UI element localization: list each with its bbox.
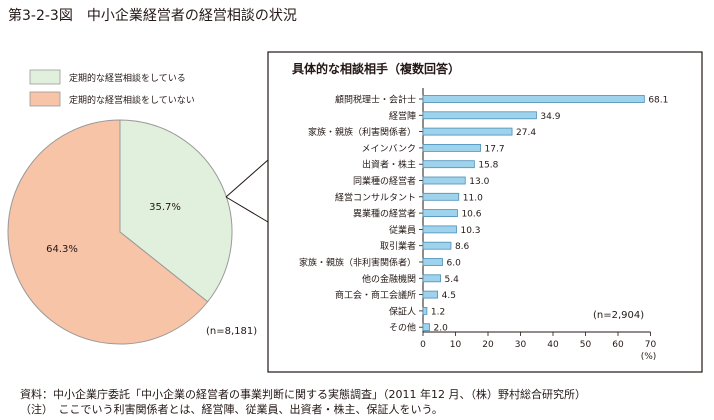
pie-n-label: (n=8,181)	[206, 326, 257, 337]
bar-8	[422, 225, 457, 234]
bar-value-label-2: 27.4	[516, 128, 536, 138]
bar-14	[422, 323, 430, 332]
category-label-1: 経営陣	[389, 110, 416, 122]
pie-legend: 定期的な経営相談をしている 定期的な経営相談をしていない	[29, 69, 195, 107]
footnote: （注） ここでいう利害関係者とは、経営陣、従業員、出資者・株主、保証人をいう。	[20, 403, 443, 416]
bar-3	[422, 143, 481, 152]
bar-1	[422, 111, 537, 120]
category-label-3: メインバンク	[362, 143, 416, 154]
bar-4	[422, 160, 475, 169]
x-tick-label-40: 40	[547, 340, 559, 350]
bar-7	[422, 209, 458, 218]
bar-value-label-6: 11.0	[463, 193, 483, 203]
x-tick-label-20: 20	[482, 340, 494, 350]
x-axis-unit: (%)	[641, 352, 657, 362]
pie-value-label-0: 35.7%	[149, 202, 181, 213]
source-note: 資料：中小企業庁委託「中小企業の経営者の事業判断に関する実態調査」（2011 年…	[20, 388, 586, 401]
x-tick-label-60: 60	[612, 340, 624, 350]
category-label-2: 家族・親族（利害関係者）	[308, 126, 416, 138]
figure-title: 第3-2-3図 中小企業経営者の経営相談の状況	[8, 7, 297, 24]
bar-value-label-0: 68.1	[648, 96, 668, 106]
bar-6	[422, 192, 460, 201]
pie-value-label-1: 64.3%	[46, 244, 78, 255]
bar-11	[422, 274, 441, 283]
category-label-14: その他	[389, 322, 416, 334]
bar-value-label-5: 13.0	[469, 177, 489, 187]
bar-13	[422, 306, 428, 315]
callout-line-lower	[225, 196, 269, 223]
pie-slice-0	[119, 119, 233, 303]
bar-value-label-13: 1.2	[431, 307, 445, 317]
bar-value-label-8: 10.3	[460, 226, 480, 236]
legend-label-regular: 定期的な経営相談をしている	[69, 72, 186, 84]
pie-chart: 35.7% 64.3%	[7, 119, 233, 345]
bar-0	[422, 95, 645, 103]
category-label-12: 商工会・商工会議所	[335, 289, 416, 301]
bar-value-label-10: 6.0	[447, 259, 462, 269]
x-tick-label-30: 30	[515, 340, 527, 350]
bar-value-label-9: 8.6	[455, 242, 470, 252]
bar-value-label-1: 34.9	[540, 112, 560, 122]
bar-12	[422, 290, 439, 299]
category-label-4: 出資者・株主	[362, 159, 416, 171]
pie-slice-1	[7, 119, 209, 345]
bar-value-label-7: 10.6	[461, 210, 481, 220]
category-label-9: 取引業者	[380, 240, 416, 252]
legend-swatch-not-regular	[29, 91, 61, 107]
x-tick-label-0: 0	[420, 340, 426, 350]
category-label-13: 保証人	[389, 305, 416, 317]
category-label-6: 経営コンサルタント	[335, 191, 416, 203]
category-label-10: 家族・親族（非利害関係者）	[299, 257, 416, 269]
legend-swatch-regular	[29, 69, 61, 85]
legend-label-not-regular: 定期的な経営相談をしていない	[69, 94, 195, 106]
x-tick-label-10: 10	[450, 340, 462, 350]
bar-2	[422, 127, 513, 136]
bar-value-label-4: 15.8	[478, 161, 498, 171]
bar-value-label-14: 2.0	[434, 324, 449, 334]
bar-chart: 顧問税理士・会計士 68.1 経営陣 34.9 家族・親族（利害関係者） 27.4 メインバ…	[299, 88, 668, 362]
bar-value-label-12: 4.5	[442, 291, 456, 301]
x-tick-label-50: 50	[580, 340, 592, 350]
bar-10	[422, 258, 443, 266]
bar-value-label-11: 5.4	[445, 275, 460, 285]
bar-panel-frame	[267, 51, 703, 373]
x-tick-label-70: 70	[645, 340, 657, 350]
category-label-7: 異業種の経営者	[353, 208, 416, 220]
category-label-0: 顧問税理士・会計士	[335, 94, 416, 106]
bar-n-label: (n=2,904)	[593, 310, 644, 321]
bar-chart-title: 具体的な相談相手（複数回答）	[292, 61, 460, 76]
callout-line-upper	[225, 159, 269, 198]
category-label-5: 同業種の経営者	[353, 175, 416, 187]
bar-value-label-3: 17.7	[485, 144, 505, 154]
bar-9	[422, 241, 452, 250]
bar-5	[422, 176, 466, 185]
category-label-8: 従業員	[389, 224, 416, 236]
category-label-11: 他の金融機関	[362, 273, 416, 285]
